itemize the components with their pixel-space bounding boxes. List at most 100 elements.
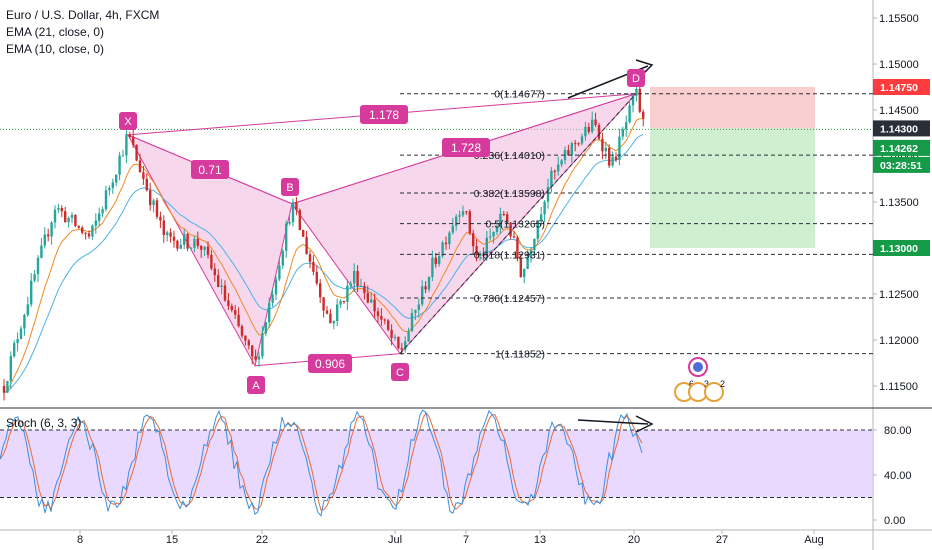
candle-body — [281, 250, 284, 266]
price-label-text: 1.14300 — [880, 123, 918, 135]
candle-body — [74, 214, 77, 227]
ratio-xab-box[interactable] — [191, 160, 229, 179]
candle-body — [315, 271, 318, 284]
candle-body — [94, 220, 97, 226]
candle-body — [60, 207, 63, 212]
ema21-legend[interactable]: EMA (21, close, 0) — [6, 25, 105, 39]
fib-level-label: 0.5(1.13265) — [485, 219, 545, 231]
candle-body — [176, 240, 179, 249]
candle-body — [574, 143, 577, 145]
candle-body — [196, 238, 199, 246]
candle-body — [448, 232, 451, 245]
candle-body — [254, 356, 257, 360]
price-tick-label: 1.14500 — [879, 105, 919, 117]
ratio-xad-text: 1.178 — [369, 108, 399, 122]
ratio-abc-box[interactable] — [308, 354, 352, 373]
ratio-bcd-box[interactable] — [442, 138, 490, 157]
candle-body — [516, 237, 519, 259]
price-tick-label: 1.15000 — [879, 59, 919, 71]
candle-body — [213, 268, 216, 276]
candle-body — [366, 293, 369, 303]
candle-body — [132, 137, 135, 146]
candle-body — [271, 294, 274, 303]
candle-body — [23, 315, 26, 329]
candle-body — [404, 341, 407, 350]
time-tick-label: 15 — [166, 534, 178, 546]
time-tick-label: 22 — [256, 534, 268, 546]
candle-body — [506, 214, 509, 223]
candle-body — [356, 271, 359, 287]
candle-body — [240, 326, 244, 336]
candle-body — [223, 285, 227, 301]
candle-body — [492, 232, 495, 237]
stop-loss-zone[interactable] — [650, 87, 815, 129]
divergence-arrow-stoch[interactable] — [577, 419, 649, 425]
ema10-legend[interactable]: EMA (10, close, 0) — [6, 42, 105, 56]
candle-body — [295, 202, 298, 211]
point-b-badge[interactable] — [281, 178, 299, 196]
candle-body — [220, 285, 223, 287]
stoch-legend[interactable]: Stoch (6, 3, 3) — [6, 416, 82, 430]
stoch-d-line[interactable] — [0, 411, 643, 511]
point-d-text: D — [632, 73, 640, 85]
candle-body — [475, 246, 478, 256]
candle-body — [121, 155, 125, 157]
candle-body — [370, 299, 373, 303]
price-tick-label: 1.13500 — [879, 197, 919, 209]
candle-body — [200, 245, 203, 250]
candle-body — [611, 156, 614, 166]
point-x-text: X — [124, 116, 132, 128]
candle-body — [444, 242, 448, 245]
candle-body — [597, 124, 601, 139]
price-label-text: 1.14262 — [880, 143, 918, 155]
candle-body — [67, 218, 70, 223]
candle-body — [6, 380, 9, 393]
candle-body — [98, 213, 101, 221]
point-d-badge[interactable] — [627, 69, 645, 87]
candle-body — [336, 304, 339, 321]
event-flag-other[interactable] — [704, 382, 724, 402]
candle-body — [217, 275, 220, 287]
point-b-text: B — [286, 182, 293, 194]
candle-body — [580, 136, 584, 144]
candle-body — [434, 257, 437, 265]
price-tick-label: 1.12000 — [879, 335, 919, 347]
ratio-abc-text: 0.906 — [315, 357, 345, 371]
stoch-k-line[interactable] — [0, 409, 643, 517]
candle-body — [567, 149, 570, 156]
candle-body — [393, 336, 397, 338]
ratio-xad-box[interactable] — [360, 105, 408, 124]
candle-body — [397, 336, 400, 349]
take-profit-zone[interactable] — [650, 128, 815, 248]
candle-body — [206, 246, 210, 255]
candle-body — [329, 313, 332, 324]
candle-body — [407, 331, 410, 342]
point-x-badge[interactable] — [119, 112, 137, 130]
candle-body — [601, 138, 604, 152]
candle-body — [53, 209, 57, 223]
stoch-tick-label: 0.00 — [884, 515, 905, 527]
candle-body — [159, 216, 162, 221]
trend-line-cd[interactable] — [399, 93, 637, 354]
candle-body — [125, 134, 128, 156]
point-a-badge[interactable] — [247, 376, 265, 394]
candle-body — [557, 164, 560, 172]
candle-body — [546, 186, 550, 202]
point-c-badge[interactable] — [391, 363, 409, 381]
candle-body — [135, 145, 138, 161]
candle-body — [363, 285, 366, 294]
event-count-3: 2 — [720, 379, 725, 389]
candle-body — [390, 329, 393, 338]
candle-body — [138, 160, 142, 173]
candle-body — [614, 156, 618, 160]
fib-level-label: 0(1.14677) — [494, 89, 545, 101]
candle-body — [485, 237, 488, 256]
time-tick-label: 27 — [716, 534, 728, 546]
ema10-line[interactable] — [3, 118, 644, 394]
candle-body — [631, 95, 635, 106]
candle-body — [91, 225, 94, 237]
stoch-tick-label: 80.00 — [884, 425, 912, 437]
candle-body — [373, 299, 376, 312]
